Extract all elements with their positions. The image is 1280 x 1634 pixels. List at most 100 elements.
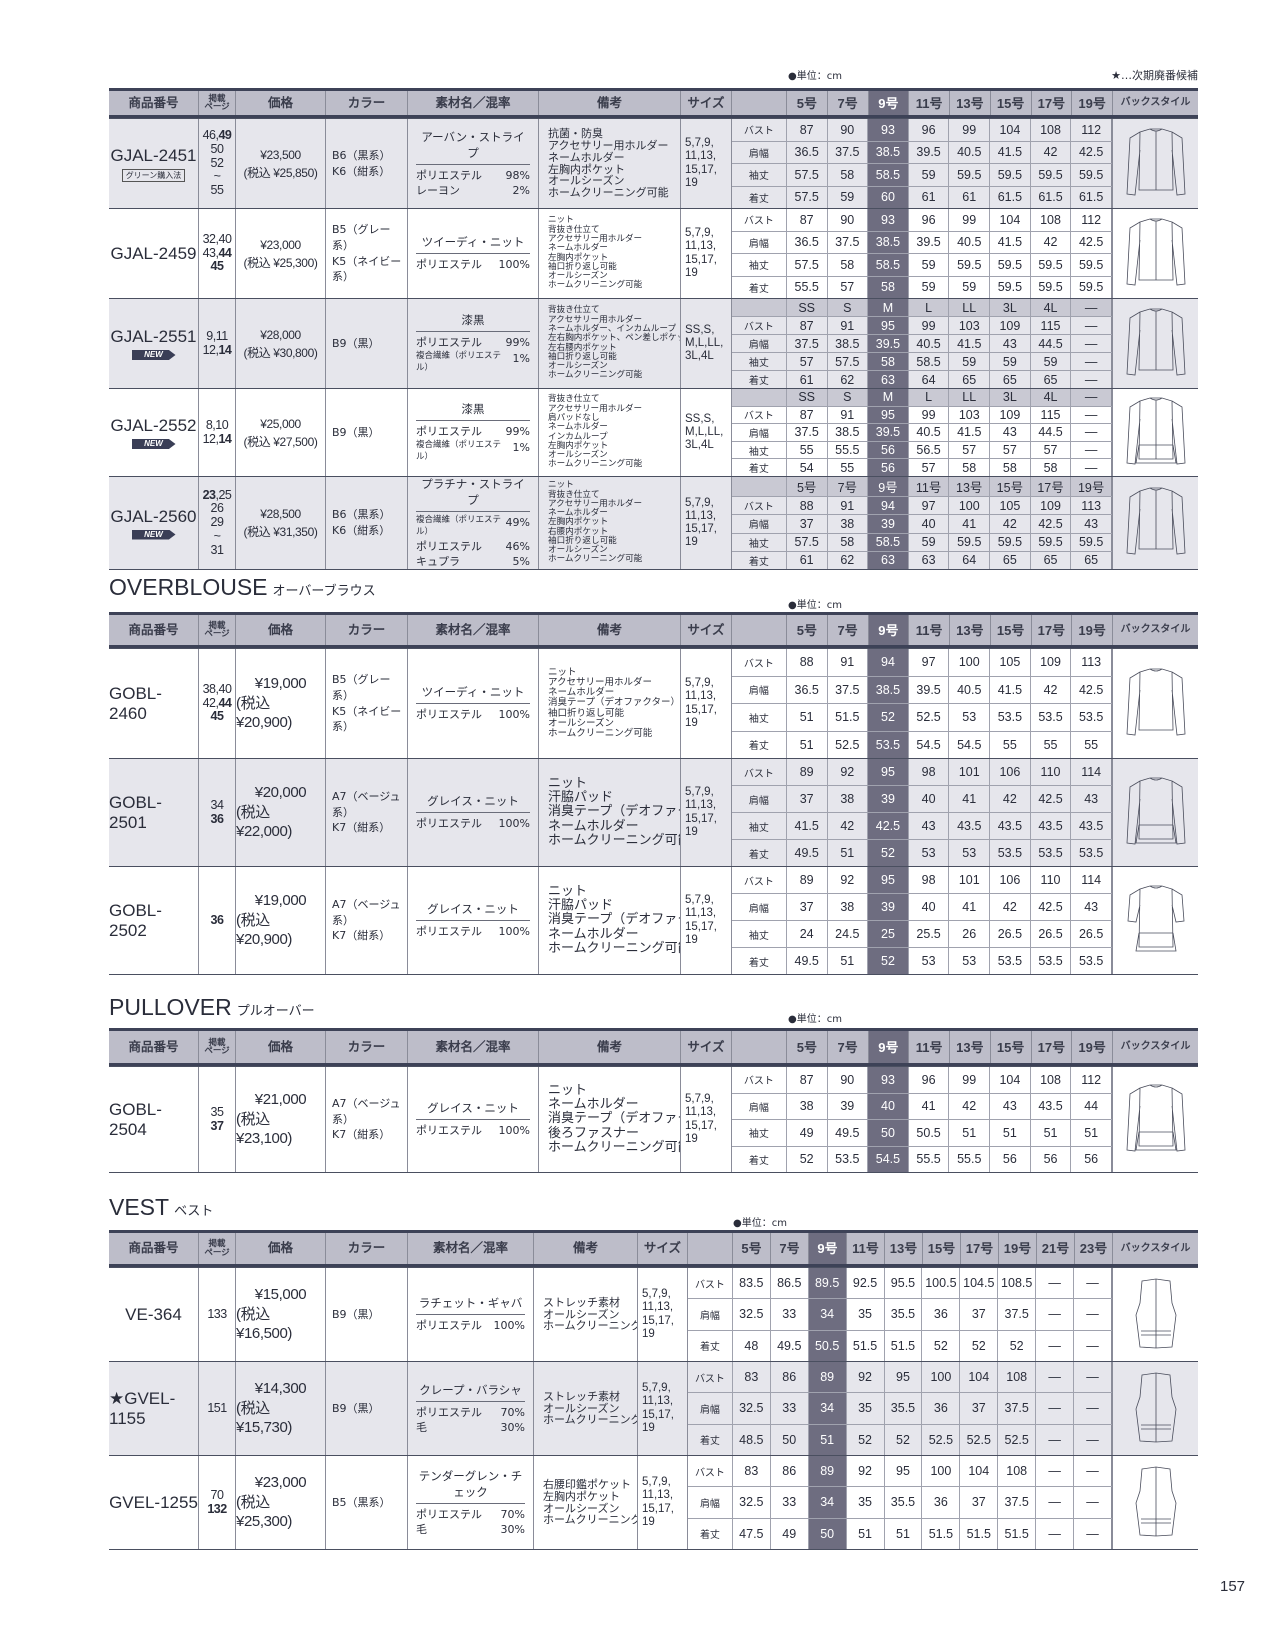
page-number-ref[interactable]: 55 xyxy=(210,183,224,198)
measurement-value: 42 xyxy=(990,515,1031,533)
measurement-value: 99 xyxy=(949,1067,991,1093)
header-size-2: 9号 xyxy=(868,615,910,645)
note-line: 袖口折り返し可能 xyxy=(548,707,625,719)
color-option: K7（紺系） xyxy=(332,929,391,943)
size-range-line: 5,7,9, xyxy=(685,786,714,799)
measurement-value: 59 xyxy=(909,533,950,551)
unit-label: ●単位：cm xyxy=(788,71,842,82)
page-number-ref[interactable]: 45 xyxy=(210,709,224,724)
page-number-ref[interactable]: 31 xyxy=(210,542,224,557)
measurement-value: 89 xyxy=(808,1362,847,1393)
measurement-value: 103 xyxy=(949,317,991,334)
measurement-value: 55 xyxy=(828,459,869,476)
size-range-line: 11,13, xyxy=(642,1395,674,1408)
measurement-row: バスト 88 91 94 97 100 105 109 113 xyxy=(732,496,1112,515)
measurement-value: 39.5 xyxy=(909,231,950,253)
fiber-percent: 1% xyxy=(512,351,530,365)
measurement-value: 35 xyxy=(847,1487,885,1518)
measurement-grid: バスト 87 90 93 96 99 104 108 112 肩幅 38 39 40 41 42 43 43.5… xyxy=(732,1067,1112,1172)
page-number-ref[interactable]: 14 xyxy=(218,431,232,446)
note-line: 左胸内ポケット xyxy=(543,1489,620,1503)
page-number-ref[interactable]: ,25 xyxy=(215,487,232,502)
measurement-row: バスト 89 92 95 98 101 106 110 114 xyxy=(732,759,1112,785)
measurement-value: 39.5 xyxy=(868,424,909,441)
page-number-ref[interactable]: ~ xyxy=(213,169,221,184)
measurement-value: 65 xyxy=(1031,551,1072,569)
header-size-4: 13号 xyxy=(950,615,991,645)
page-number-ref[interactable]: 45 xyxy=(210,259,224,274)
measurement-value: 100 xyxy=(949,497,991,515)
measurement-row: 袖丈 57.5 58 58.5 59 59.5 59.5 59.5 59.5 xyxy=(732,253,1112,276)
page-number-ref[interactable]: 35 xyxy=(210,1104,224,1119)
size-subheader-row: SS S M L LL 3L 4L — xyxy=(732,389,1112,406)
page-number-ref[interactable]: 52 xyxy=(210,155,224,170)
size-grid: バスト 83 86 89 92 95 100 104 108— — 肩幅 32.5 33 34 35 35.5… xyxy=(688,1456,1113,1549)
measurement-value: 52.5 xyxy=(998,1424,1037,1455)
page-number-ref[interactable]: 44 xyxy=(218,695,232,710)
size-range-line: 5,7,9, xyxy=(685,137,714,150)
page-number-ref[interactable]: 133 xyxy=(207,1306,227,1321)
material: ツイーディ・ニット ポリエステル 100% xyxy=(408,209,539,298)
size-grid: バスト 87 90 93 96 99 104 108 112 肩幅 36.5 37.5 38.5 39.5… xyxy=(732,209,1113,298)
measurement-row: 肩幅 32.5 33 34 35 35.5 36 37 37.5— — xyxy=(688,1486,1112,1518)
page-number-ref[interactable]: ~ xyxy=(213,528,221,543)
page-number-ref[interactable]: 29 xyxy=(210,515,224,530)
measurement-value: 92 xyxy=(847,1362,885,1393)
measurement-value: 41 xyxy=(909,1093,950,1119)
measurement-value: 95 xyxy=(885,1456,923,1487)
page-number-ref[interactable]: 14 xyxy=(218,342,232,357)
page-number-ref[interactable]: 36 xyxy=(210,811,224,826)
note-line: ホームクリーニング可能 xyxy=(548,554,643,565)
page-number-ref[interactable]: 9,11 xyxy=(206,328,228,343)
measurement-row: 肩幅 36.5 37.5 38.5 39.5 40.5 41.5 42 42.5 xyxy=(732,230,1112,253)
page-number-ref[interactable]: 151 xyxy=(207,1400,227,1415)
page-number-ref[interactable]: 50 xyxy=(210,141,224,156)
page-number-ref[interactable]: 43, xyxy=(202,245,219,260)
page-number-ref[interactable]: 46, xyxy=(202,128,219,143)
page-number-ref[interactable]: 23 xyxy=(202,487,216,502)
page-number-ref[interactable]: 26 xyxy=(210,501,224,516)
product-code: VE-364 xyxy=(125,1304,182,1324)
measurement-value: 59 xyxy=(828,186,869,208)
note-line: ニット xyxy=(548,884,588,900)
measurement-value: 53.5 xyxy=(868,731,909,758)
fiber-percent: 70% xyxy=(500,1507,525,1521)
measurement-row: 肩幅 37 38 39 40 41 42 42.5 43 xyxy=(732,785,1112,812)
size-grid: バスト 87 90 93 96 99 104 108 112 肩幅 38 39 40 41 42 43 43.5… xyxy=(732,1067,1113,1172)
measurement-value: 52 xyxy=(847,1424,885,1455)
page-number-ref[interactable]: 70 xyxy=(210,1487,224,1502)
page-line: 132 xyxy=(207,1501,227,1517)
page-number-ref[interactable]: 37 xyxy=(210,1118,224,1133)
page-number-ref[interactable]: 8,10 xyxy=(205,417,229,432)
measurement-value: 61 xyxy=(949,186,991,208)
color-option: B9（黒） xyxy=(332,1401,380,1415)
measurement-grid: バスト 89 92 95 98 101 106 110 114 肩幅 37 38 39 40 41 42 42.… xyxy=(732,759,1112,866)
product-code-cell: GJAL-2560 NEW xyxy=(109,477,199,569)
unit-label: ●単位：cm xyxy=(788,1014,842,1025)
price: ¥19,000 (税込 ¥20,900) xyxy=(236,867,326,974)
page-number-ref[interactable]: 38,40 xyxy=(202,681,232,696)
measurement-value: 98 xyxy=(909,867,950,893)
measurement-row: 着丈 61 62 63 64 65 65 65— xyxy=(732,370,1112,388)
page-number-ref[interactable]: 32,40 xyxy=(202,231,232,246)
colors: B9（黒） xyxy=(326,1268,408,1361)
page-number-ref[interactable]: 36 xyxy=(210,912,224,927)
measurement-label: 肩幅 xyxy=(732,676,787,703)
size-range-line: 15,17, xyxy=(685,812,717,825)
price: ¥19,000 (税込 ¥20,900) xyxy=(236,649,326,758)
material-name: ツイーディ・ニット xyxy=(416,234,530,255)
measurement-value: 87 xyxy=(787,317,828,334)
page-number-ref[interactable]: 34 xyxy=(210,797,224,812)
page-number-ref[interactable]: 42, xyxy=(202,695,219,710)
page-number-ref[interactable]: 12, xyxy=(202,431,219,446)
price-with-tax: (税込 ¥31,350) xyxy=(243,525,318,539)
measurement-grid: バスト 89 92 95 98 101 106 110 114 肩幅 37 38 39 40 41 42 42.… xyxy=(732,867,1112,974)
page-number-ref[interactable]: 12, xyxy=(202,342,219,357)
price-base: ¥19,000 xyxy=(254,892,307,910)
price-base: ¥20,000 xyxy=(254,784,307,802)
note-line: ホームクリーニング可能 xyxy=(548,940,681,956)
page-number-ref[interactable]: 132 xyxy=(207,1501,227,1516)
page-number-ref[interactable]: 49 xyxy=(218,128,232,143)
page-number-ref[interactable]: 44 xyxy=(218,245,232,260)
measurement-value: 49.5 xyxy=(828,1120,869,1146)
